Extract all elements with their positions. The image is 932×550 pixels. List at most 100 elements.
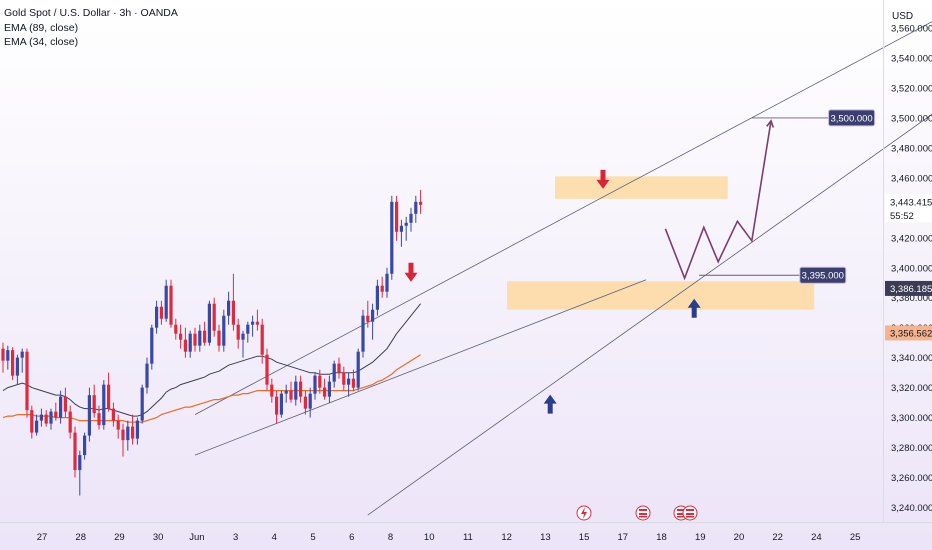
candle-body bbox=[399, 225, 403, 232]
candle-body bbox=[107, 384, 111, 409]
ema89-legend[interactable]: EMA (89, close) bbox=[4, 21, 79, 34]
candle-body bbox=[308, 393, 312, 409]
price-tick: 3,560.000 bbox=[891, 23, 932, 34]
flash-glyph bbox=[581, 507, 587, 519]
candle bbox=[135, 417, 139, 445]
resistance-zone bbox=[555, 176, 728, 199]
candle-body bbox=[390, 201, 394, 274]
candle bbox=[116, 414, 120, 439]
candle bbox=[371, 303, 375, 340]
candle bbox=[241, 330, 245, 358]
candle-body bbox=[68, 411, 72, 433]
candle-body bbox=[131, 426, 135, 439]
candle bbox=[131, 414, 135, 445]
candle bbox=[198, 324, 202, 352]
time-tick: 13 bbox=[540, 532, 551, 543]
time-tick: 29 bbox=[114, 532, 125, 543]
candle bbox=[308, 387, 312, 418]
flag-stripe bbox=[686, 513, 694, 515]
candle-body bbox=[279, 393, 283, 415]
candle bbox=[212, 297, 216, 337]
candle bbox=[246, 321, 250, 343]
candle-body bbox=[342, 372, 346, 385]
candle-body bbox=[73, 432, 77, 471]
candle bbox=[265, 348, 269, 391]
candle bbox=[188, 330, 192, 358]
ema34-legend[interactable]: EMA (34, close) bbox=[4, 36, 79, 48]
candle-body bbox=[294, 381, 298, 400]
candle-body bbox=[323, 387, 327, 397]
support-zone bbox=[507, 281, 815, 310]
candle-body bbox=[395, 201, 399, 232]
candle-body bbox=[183, 339, 187, 352]
flag-stripe bbox=[686, 509, 694, 511]
candle-body bbox=[30, 410, 34, 433]
candle-body bbox=[303, 396, 307, 409]
candle bbox=[361, 309, 365, 358]
time-tick: 17 bbox=[618, 532, 629, 543]
symbol-title[interactable]: Gold Spot / U.S. Dollar · 3h · OANDA bbox=[4, 7, 178, 19]
candle-body bbox=[227, 300, 231, 316]
time-tick: 6 bbox=[349, 532, 354, 543]
candle-body bbox=[222, 315, 226, 346]
time-tick: 12 bbox=[501, 532, 512, 543]
candle-body bbox=[126, 426, 130, 441]
ema89-price-label: 3,356.562 bbox=[890, 328, 932, 339]
time-tick: 15 bbox=[579, 532, 590, 543]
candle-body bbox=[121, 429, 125, 441]
candle bbox=[222, 309, 226, 352]
candle bbox=[217, 324, 221, 352]
candle bbox=[1, 342, 5, 373]
buy-arrow bbox=[543, 394, 557, 414]
candle-body bbox=[380, 285, 384, 292]
event-flash-icon[interactable] bbox=[576, 505, 592, 521]
candle bbox=[323, 378, 327, 400]
candle bbox=[102, 380, 106, 430]
current-price-label: 3,443.415 bbox=[890, 197, 932, 208]
price-tick: 3,540.000 bbox=[891, 53, 932, 64]
candle-body bbox=[313, 375, 317, 394]
candle bbox=[59, 390, 63, 424]
candles-layer bbox=[1, 189, 423, 496]
target-label: 3,395.000 bbox=[802, 271, 844, 282]
candle-body bbox=[251, 321, 255, 325]
candle-body bbox=[332, 363, 336, 382]
candle bbox=[347, 372, 351, 397]
candle-body bbox=[169, 285, 173, 325]
candle-body bbox=[78, 455, 82, 471]
time-tick: 3 bbox=[233, 532, 238, 543]
candle-body bbox=[102, 384, 106, 426]
signal-arrows-layer bbox=[404, 169, 701, 414]
candle bbox=[83, 432, 87, 460]
candle-body bbox=[404, 222, 408, 226]
time-tick: 10 bbox=[424, 532, 435, 543]
time-tick: 4 bbox=[272, 532, 277, 543]
candle bbox=[279, 390, 283, 418]
candle-body bbox=[44, 414, 48, 424]
event-flag-icon[interactable] bbox=[635, 505, 651, 521]
candle bbox=[414, 195, 418, 223]
event-flag-icon[interactable] bbox=[682, 505, 698, 521]
flag-stripe bbox=[639, 509, 647, 511]
time-axis[interactable]: 27 28 29 30 Jun 3 4 5 6 8 10 11 12 13 15 17 18 19 20 22 24 25 bbox=[0, 522, 932, 544]
candle bbox=[20, 348, 24, 373]
candle-body bbox=[59, 396, 63, 418]
candle-body bbox=[231, 300, 235, 325]
candle bbox=[385, 267, 389, 298]
candle-body bbox=[54, 411, 58, 418]
candle bbox=[260, 318, 264, 364]
candle bbox=[11, 347, 15, 381]
candle-body bbox=[116, 420, 120, 430]
candle bbox=[87, 387, 91, 442]
trendlines-layer bbox=[194, 21, 932, 516]
candle bbox=[294, 375, 298, 406]
candle-body bbox=[371, 309, 375, 322]
time-tick: 19 bbox=[695, 532, 706, 543]
flag-stripe bbox=[639, 513, 647, 515]
ema34-price-label-bg bbox=[885, 280, 932, 296]
candle bbox=[164, 279, 168, 322]
candle bbox=[174, 318, 178, 340]
candle-body bbox=[207, 303, 211, 343]
time-tick: 20 bbox=[734, 532, 745, 543]
